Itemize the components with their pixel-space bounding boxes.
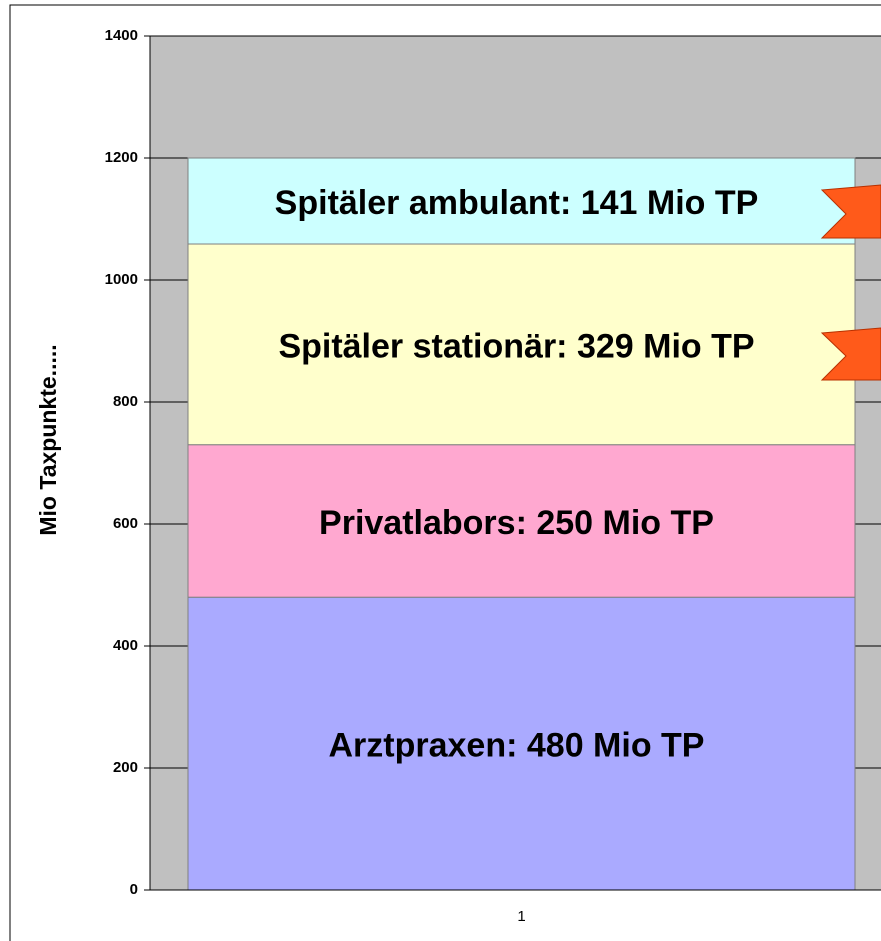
y-tick-label: 1200: [105, 149, 138, 166]
callout-arrow: [820, 184, 881, 239]
bar-segment: [187, 243, 856, 446]
y-tick-label: 1000: [105, 271, 138, 288]
data-label: Spitäler stationär: 329 Mio TP: [278, 327, 754, 365]
data-label: Privatlabors: 250 Mio TP: [319, 504, 714, 542]
x-tick-label: 1: [517, 908, 525, 925]
data-label: Spitäler ambulant: 141 Mio TP: [275, 184, 759, 222]
y-tick-label: 200: [113, 759, 138, 776]
y-tick-label: 400: [113, 637, 138, 654]
y-tick-label: 1400: [105, 27, 138, 44]
bars: [187, 157, 856, 891]
data-label: Arztpraxen: 480 Mio TP: [329, 727, 705, 765]
bar-segment: [187, 444, 856, 598]
y-tick-label: 600: [113, 515, 138, 532]
y-tick-label: 0: [130, 881, 138, 898]
bar-segment: [187, 157, 856, 245]
bar-segment: [187, 596, 856, 891]
y-axis-label: Mio Taxpunkte.....: [35, 344, 61, 535]
callout-arrow: [820, 327, 881, 381]
labels: 0 200 400 600 800 1000 1200 1400 1 Arztpraxen: 48…: [105, 27, 759, 925]
y-tick-label: 800: [113, 393, 138, 410]
